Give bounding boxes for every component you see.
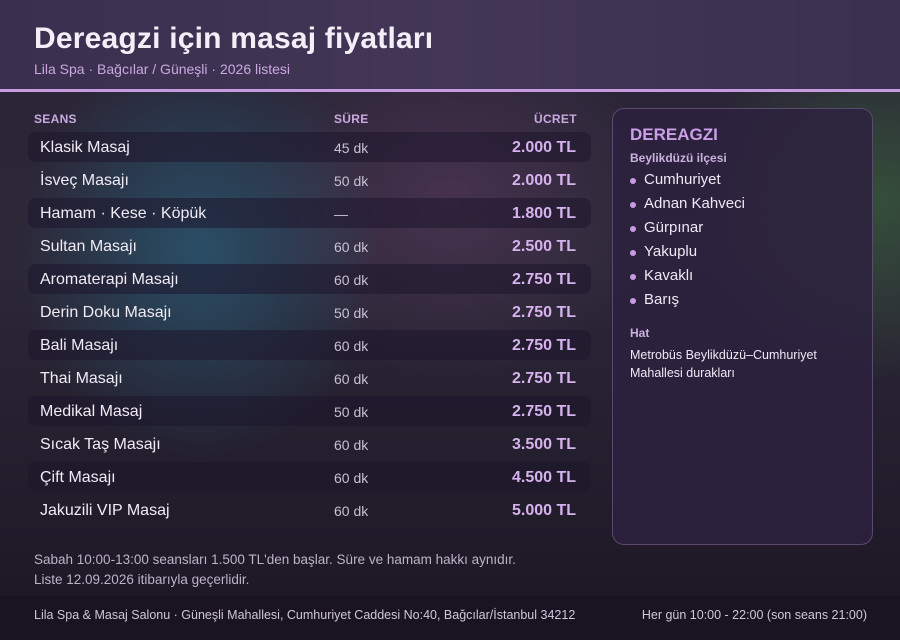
validity-note: Liste 12.09.2026 itibarıyla geçerlidir. xyxy=(34,572,250,587)
neighborhood-label: Kavaklı xyxy=(644,267,694,284)
table-row: Sıcak Taş Masajı 60 dk 3.500 TL xyxy=(28,429,591,459)
transit-text: Metrobüs Beylikdüzü–Cumhuriyet Mahallesi… xyxy=(630,348,817,380)
row-name: Sultan Masajı xyxy=(40,238,137,255)
table-row: Thai Masajı 60 dk 2.750 TL xyxy=(28,363,591,393)
column-header-price: ÜCRET xyxy=(534,112,577,126)
bullet-icon xyxy=(630,178,636,184)
neighborhood-label: Adnan Kahveci xyxy=(644,195,745,212)
table-row: İsveç Masajı 50 dk 2.000 TL xyxy=(28,165,591,195)
page-footer: Lila Spa & Masaj Salonu · Güneşli Mahall… xyxy=(0,596,900,640)
row-price: 2.750 TL xyxy=(511,337,576,354)
row-price: 2.750 TL xyxy=(511,304,576,321)
row-name: Aromaterapi Masajı xyxy=(40,271,179,288)
row-price: 4.500 TL xyxy=(511,469,576,486)
row-duration: 45 dk xyxy=(334,140,369,156)
row-name: Medikal Masaj xyxy=(40,403,143,420)
row-name: Klasik Masaj xyxy=(40,139,130,156)
row-duration: 50 dk xyxy=(334,173,369,189)
row-name: Jakuzili VIP Masaj xyxy=(40,502,170,519)
table-row: Çift Masajı 60 dk 4.500 TL xyxy=(28,462,591,492)
table-row: Klasik Masaj 45 dk 2.000 TL xyxy=(28,132,591,162)
transit-heading: Hat xyxy=(630,326,650,340)
row-duration: 60 dk xyxy=(334,338,369,354)
bullet-icon xyxy=(630,202,636,208)
table-row: Derin Doku Masajı 50 dk 2.750 TL xyxy=(28,297,591,327)
row-name: Hamam · Kese · Köpük xyxy=(40,205,207,222)
neighborhood-label: Yakuplu xyxy=(644,243,698,260)
row-price: 2.750 TL xyxy=(511,271,576,288)
page-subtitle: Lila Spa · Bağcılar / Güneşli · 2026 lis… xyxy=(34,61,291,77)
row-name: Bali Masajı xyxy=(40,337,119,354)
column-header-duration: SÜRE xyxy=(334,112,369,126)
row-price: 2.000 TL xyxy=(511,172,576,189)
bullet-icon xyxy=(630,226,636,232)
table-row: Hamam · Kese · Köpük — 1.800 TL xyxy=(28,198,591,228)
district-panel: DEREAGZI Beylikdüzü ilçesi Cumhuriyet Ad… xyxy=(612,108,873,545)
pricing-note: Sabah 10:00-13:00 seansları 1.500 TL'den… xyxy=(34,552,516,567)
page-title: Dereagzi için masaj fiyatları xyxy=(34,22,434,55)
row-duration: 60 dk xyxy=(334,470,369,486)
row-duration: 50 dk xyxy=(334,305,369,321)
bullet-icon xyxy=(630,298,636,304)
row-duration: 60 dk xyxy=(334,503,369,519)
row-name: Sıcak Taş Masajı xyxy=(40,436,161,453)
table-row: Sultan Masajı 60 dk 2.500 TL xyxy=(28,231,591,261)
neighborhood-label: Cumhuriyet xyxy=(644,171,721,188)
price-table: Klasik Masaj 45 dk 2.000 TL İsveç Masajı 50… xyxy=(28,132,591,528)
row-name: İsveç Masajı xyxy=(40,172,129,189)
neighborhood-label: Barış xyxy=(644,291,680,308)
row-name: Thai Masajı xyxy=(40,370,123,387)
row-duration: 60 dk xyxy=(334,371,369,387)
district-subtitle: Beylikdüzü ilçesi xyxy=(630,151,727,165)
district-title: DEREAGZI xyxy=(630,125,718,144)
neighborhood-label: Gürpınar xyxy=(644,219,704,236)
bullet-icon xyxy=(630,250,636,256)
row-price: 2.500 TL xyxy=(511,238,576,255)
column-header-session: SEANS xyxy=(34,112,77,126)
footer-address: Lila Spa & Masaj Salonu · Güneşli Mahall… xyxy=(34,608,576,622)
row-price: 3.500 TL xyxy=(511,436,576,453)
row-name: Derin Doku Masajı xyxy=(40,304,172,321)
row-price: 1.800 TL xyxy=(511,205,576,222)
row-name: Çift Masajı xyxy=(40,469,116,486)
row-duration: 50 dk xyxy=(334,404,369,420)
row-duration: 60 dk xyxy=(334,272,369,288)
table-row: Aromaterapi Masajı 60 dk 2.750 TL xyxy=(28,264,591,294)
table-row: Medikal Masaj 50 dk 2.750 TL xyxy=(28,396,591,426)
table-row: Bali Masajı 60 dk 2.750 TL xyxy=(28,330,591,360)
row-price: 2.750 TL xyxy=(511,370,576,387)
row-duration: 60 dk xyxy=(334,437,369,453)
row-price: 2.000 TL xyxy=(511,139,576,156)
table-row: Jakuzili VIP Masaj 60 dk 5.000 TL xyxy=(28,495,591,525)
row-price: 5.000 TL xyxy=(511,502,576,519)
row-duration: 60 dk xyxy=(334,239,369,255)
row-price: 2.750 TL xyxy=(511,403,576,420)
footer-hours: Her gün 10:00 - 22:00 (son seans 21:00) xyxy=(641,608,867,622)
row-duration: — xyxy=(334,206,348,222)
bullet-icon xyxy=(630,274,636,280)
page-header: Dereagzi için masaj fiyatları Lila Spa ·… xyxy=(0,0,900,92)
